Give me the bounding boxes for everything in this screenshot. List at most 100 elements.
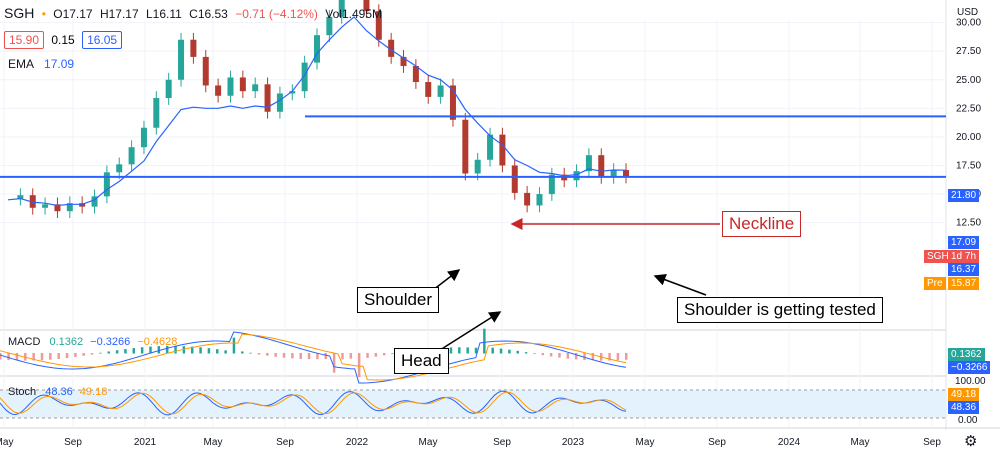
candle-body <box>536 194 543 206</box>
close-value: C16.53 <box>189 7 228 21</box>
candle-body <box>215 85 222 96</box>
macd-histogram-bar <box>224 350 227 354</box>
macd-histogram-bar <box>391 353 394 355</box>
stoch-tick-100: 100.00 <box>955 376 986 387</box>
macd-histogram-bar <box>474 347 478 354</box>
macd-histogram-bar <box>57 353 60 359</box>
macd-histogram-bar <box>199 347 202 354</box>
time-tick: May <box>636 437 655 448</box>
time-tick: 2024 <box>778 437 801 448</box>
ema-legend: EMA 17.09 <box>8 57 74 71</box>
candle-body <box>400 56 407 67</box>
macd-histogram-bar <box>516 350 519 354</box>
symbol[interactable]: SGH <box>4 5 35 21</box>
time-tick: Sep <box>276 437 294 448</box>
candle-body <box>314 35 320 63</box>
macd-histogram-bar <box>491 347 494 354</box>
macd-histogram-bar <box>458 347 461 354</box>
macd-histogram-bar <box>0 353 2 360</box>
candle-body <box>548 174 555 195</box>
macd-histogram-bar <box>483 328 486 354</box>
macd-histogram-bar <box>216 349 219 354</box>
stoch-k-line <box>0 390 627 416</box>
candle-body <box>375 11 382 40</box>
last-price-tag: 16.37 <box>948 263 980 276</box>
signal-line <box>0 333 627 381</box>
candle-body <box>264 84 271 112</box>
candle-body <box>412 66 419 83</box>
time-tick: Sep <box>708 437 726 448</box>
macd-tag-2: −0.3266 <box>948 361 991 374</box>
spread-value: 0.15 <box>51 33 75 47</box>
candle-body <box>449 85 456 120</box>
candle-body <box>524 192 531 206</box>
bid-ask-row: 15.90 0.15 16.05 <box>4 31 123 49</box>
currency-label[interactable]: USD <box>957 7 979 18</box>
candle-body <box>79 203 86 207</box>
time-tick: Sep <box>493 437 511 448</box>
macd-histogram-bar <box>341 353 344 360</box>
candle-body <box>66 203 73 212</box>
macd-line <box>0 331 627 384</box>
tested-annotation: Shoulder is getting tested <box>677 297 883 323</box>
candle-body <box>190 39 197 57</box>
ask-button[interactable]: 16.05 <box>82 31 123 49</box>
macd-histogram-bar <box>574 353 578 360</box>
time-tick: May <box>851 437 870 448</box>
candle-body <box>610 170 617 177</box>
macd-label: MACD <box>8 336 41 348</box>
macd-histogram-bar <box>566 353 570 359</box>
macd-histogram-bar <box>174 345 177 354</box>
bid-button[interactable]: 15.90 <box>4 31 45 49</box>
candle-body <box>623 170 629 177</box>
candle-body <box>363 0 370 12</box>
candle-body <box>140 127 147 148</box>
candle-body <box>252 84 259 92</box>
macd-histogram-bar <box>382 353 386 356</box>
shoulder-arrow <box>432 269 461 291</box>
macd-histogram-bar <box>307 353 311 360</box>
macd-v3: −0.4628 <box>137 336 178 348</box>
macd-histogram-bar <box>499 348 503 354</box>
time-tick: 2022 <box>346 437 369 448</box>
macd-histogram-bar <box>366 353 369 358</box>
settings-gear-icon[interactable]: ⚙ <box>964 433 978 450</box>
pre-label-tag: Pre <box>924 277 946 290</box>
candle-body <box>227 77 234 96</box>
macd-histogram-bar <box>316 353 319 360</box>
candle-body <box>116 164 123 173</box>
macd-histogram-bar <box>7 353 10 361</box>
high-value: H17.17 <box>99 7 139 21</box>
stoch-tick-0: 0.00 <box>958 415 978 426</box>
pre-price-tag: 15.87 <box>948 277 980 290</box>
candle-body <box>239 77 246 92</box>
macd-histogram-bar <box>232 337 236 354</box>
price-tick: 20.00 <box>956 132 981 143</box>
candle-body <box>178 39 185 80</box>
macd-v1: 0.1362 <box>49 336 84 348</box>
candle-body <box>276 93 283 112</box>
candle-body <box>42 204 49 208</box>
price-tick: 12.50 <box>956 218 981 229</box>
macd-histogram-bar <box>124 349 127 354</box>
macd-histogram-bar <box>74 353 77 357</box>
macd-histogram-bar <box>508 349 511 354</box>
time-tick: Sep <box>64 437 82 448</box>
candle-body <box>388 39 395 57</box>
time-tick: 2021 <box>134 437 157 448</box>
shoulder-annotation: Shoulder <box>357 287 440 313</box>
macd-histogram-bar <box>549 353 553 357</box>
macd-histogram-bar <box>15 353 19 361</box>
candle-body <box>289 91 296 94</box>
candle-body <box>91 196 98 207</box>
macd-histogram-bar <box>82 353 85 356</box>
stoch-tag-2: 48.36 <box>948 401 980 414</box>
candle-body <box>437 85 444 97</box>
time-tick: May <box>204 437 223 448</box>
macd-histogram-bar <box>282 353 286 358</box>
macd-histogram-bar <box>149 346 152 354</box>
price-tick: 27.50 <box>956 46 981 57</box>
macd-histogram-bar <box>299 353 302 359</box>
